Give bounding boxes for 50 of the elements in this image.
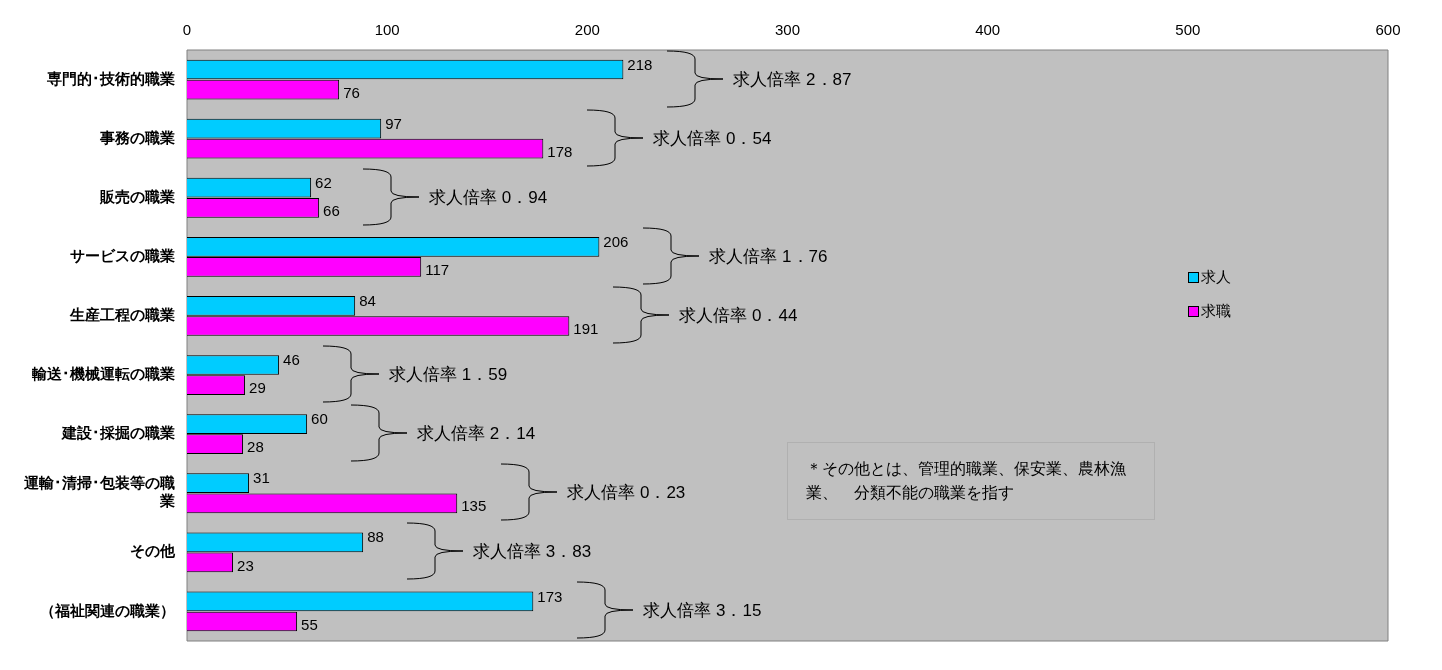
x-tick-label: 400 [975, 21, 1001, 39]
data-label: 31 [253, 469, 270, 487]
data-label: 62 [315, 173, 332, 191]
x-tick-label: 100 [374, 21, 400, 39]
data-label: 66 [323, 201, 340, 219]
data-label: 135 [461, 497, 487, 515]
annotation: 求人倍率 1．76 [709, 245, 828, 268]
annotation: 求人倍率 1．59 [389, 364, 508, 387]
y-tick-label: 専門的･技術的職業 [46, 69, 175, 87]
annotation: 求人倍率 0．44 [679, 304, 798, 327]
annotation: 求人倍率 0．23 [567, 482, 686, 505]
y-tick-label: （福祉関連の職業） [40, 601, 175, 619]
data-label: 28 [247, 438, 264, 456]
x-tick-label: 200 [574, 21, 600, 39]
annotation: 求人倍率 3．83 [473, 541, 592, 564]
x-tick-label: 300 [774, 21, 801, 39]
y-tick-label: 建設･採掘の職業 [61, 424, 175, 442]
data-label: 173 [537, 587, 563, 605]
data-label: 23 [237, 556, 254, 574]
annotation: 求人倍率 0．94 [429, 186, 548, 209]
annotation: 求人倍率 2．87 [733, 68, 852, 91]
data-label: 84 [359, 292, 376, 310]
y-tick-label: 生産工程の職業 [69, 306, 175, 324]
y-tick-label: 運輸･清掃･包装等の職業 [23, 474, 175, 510]
data-label: 191 [573, 320, 599, 338]
annotation: ＊その他とは、管理的職業、保安業、農林漁業、 分類不能の職業を指す [787, 442, 1155, 520]
y-tick-label: 輸送･機械運転の職業 [31, 365, 175, 383]
legend-label: 求職 [1201, 301, 1231, 321]
data-label: 206 [603, 232, 629, 250]
legend-label: 求人 [1201, 267, 1231, 287]
x-tick-label: 600 [1375, 21, 1401, 39]
x-tick-label: 0 [182, 21, 192, 39]
annotation: 求人倍率 0．54 [653, 127, 772, 150]
data-label: 60 [311, 410, 328, 428]
y-tick-label: サービスの職業 [70, 246, 175, 264]
y-tick-label: 事務の職業 [99, 128, 175, 146]
data-label: 117 [425, 261, 450, 279]
data-label: 55 [301, 615, 318, 633]
data-label: 76 [343, 83, 360, 101]
data-label: 97 [385, 114, 402, 132]
annotation: 求人倍率 2．14 [417, 423, 536, 446]
y-tick-label: 販売の職業 [99, 187, 175, 205]
data-label: 29 [249, 379, 266, 397]
data-label: 218 [627, 55, 653, 73]
y-tick-label: その他 [130, 542, 176, 560]
data-label: 46 [283, 351, 300, 369]
x-tick-label: 500 [1175, 21, 1201, 39]
data-label: 88 [367, 528, 384, 546]
annotation: 求人倍率 3．15 [643, 600, 762, 623]
data-label: 178 [547, 142, 573, 160]
